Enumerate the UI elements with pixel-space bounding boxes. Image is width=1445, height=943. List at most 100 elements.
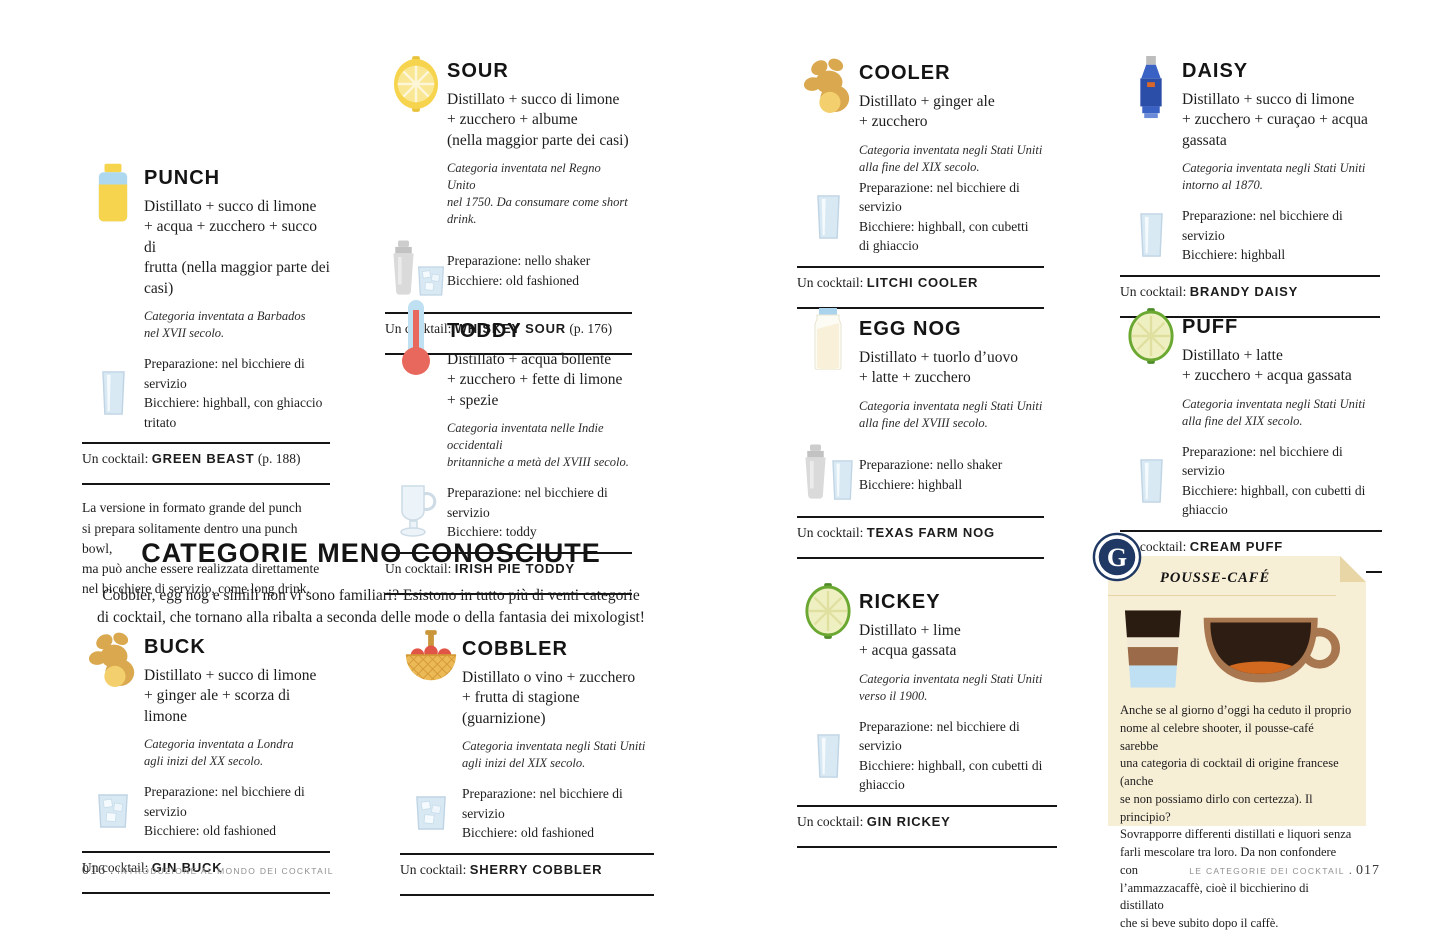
divider: [1120, 274, 1380, 277]
highball-glass-icon: [831, 460, 854, 500]
cocktail-line: Un cocktail: GIN RICKEY: [797, 807, 1057, 836]
category-note: Categoria inventata nelle Indie occident…: [447, 421, 629, 470]
cocktail-line: Un cocktail: BRANDY DAISY: [1120, 277, 1380, 306]
category-block-sour: SOUR Distillato + succo di limone + zucc…: [385, 56, 632, 355]
category-preparation: Preparazione: nel bicchiere di servizio …: [144, 784, 305, 839]
highball-glass-icon: [816, 195, 841, 239]
category-title: PUNCH: [144, 167, 221, 189]
page-number-right: 017: [1356, 863, 1380, 878]
footer-separator: .: [1348, 862, 1352, 877]
category-ingredients: Distillato + succo di limone + acqua + z…: [144, 198, 330, 297]
category-block-cooler: COOLER Distillato + ginger ale + zuccher…: [797, 56, 1044, 309]
divider: [82, 850, 330, 853]
category-ingredients: Distillato o vino + zucchero + frutta di…: [462, 669, 636, 727]
footer-label-right: LE CATEGORIE DEI COCKTAIL: [1189, 866, 1345, 876]
category-note: Categoria inventata negli Stati Uniti al…: [1182, 396, 1366, 428]
category-block-daisy: DAISY Distillato + succo di limone + zuc…: [1120, 56, 1380, 318]
rocks-glass-icon: [417, 266, 445, 296]
divider: [385, 311, 632, 314]
category-block-buck: BUCK Distillato + succo di limone + ging…: [82, 630, 330, 894]
category-ingredients: Distillato + latte + zucchero + acqua ga…: [1182, 347, 1352, 385]
divider: [797, 265, 1044, 268]
divider: [797, 306, 1044, 309]
divider: [82, 442, 330, 445]
toddy-glass-icon: [395, 485, 437, 539]
cocktail-line: Un cocktail: TEXAS FARM NOG: [797, 518, 1044, 547]
category-preparation: Preparazione: nel bicchiere di servizio …: [1182, 443, 1366, 518]
category-title: TODDY: [447, 320, 522, 342]
category-note: Categoria inventata a Barbados nel XVII …: [144, 309, 306, 341]
category-preparation: Preparazione: nello shaker Bicchiere: hi…: [859, 457, 1003, 492]
rocks-glass-icon: [415, 796, 447, 830]
cocktail-name: IRISH PIE TODDY: [454, 560, 575, 576]
category-block-puff: PUFF Distillato + latte + zucchero + acq…: [1120, 308, 1382, 573]
divider: [385, 592, 632, 595]
category-ingredients: Distillato + acqua bollente + zucchero +…: [447, 351, 623, 409]
coffee-cup-icon: [1198, 614, 1350, 690]
thermometer-icon: [399, 300, 433, 376]
category-ingredients: Distillato + succo di limone + ginger al…: [144, 667, 317, 725]
category-title: COOLER: [859, 62, 951, 84]
pousse-cafe-sidebar: POUSSE-CAFÉ Anche se al giorno d’oggi ha…: [1108, 556, 1366, 930]
category-preparation: Preparazione: nel bicchiere di servizio …: [859, 718, 1043, 793]
footer-right: LE CATEGORIE DEI COCKTAIL. 017: [1189, 861, 1380, 879]
section-title: CATEGORIE MENO CONOSCIUTE: [141, 538, 601, 568]
sidebar-illustrations: [1108, 596, 1366, 696]
category-title: PUFF: [1182, 316, 1239, 338]
cocktail-name: BRANDY DAISY: [1189, 283, 1299, 299]
category-footnote: La versione in formato grande del punch …: [82, 500, 320, 597]
category-title: DAISY: [1182, 60, 1249, 82]
punch-jar-icon: [96, 163, 130, 223]
cocktail-name: CREAM PUFF: [1189, 538, 1283, 554]
curacao-bottle-icon: [1134, 56, 1168, 120]
divider: [82, 483, 330, 486]
lime-icon: [804, 583, 852, 639]
category-note: Categoria inventata nel Regno Unito nel …: [447, 161, 628, 226]
category-ingredients: Distillato + lime + acqua gassata: [859, 622, 961, 660]
divider: [797, 515, 1044, 518]
cocktail-prefix: Un cocktail:: [82, 859, 152, 875]
cocktail-name: GREEN BEAST: [151, 451, 255, 467]
g-monogram-letter: G: [1107, 543, 1127, 572]
cocktail-suffix: (p. 176): [565, 320, 613, 336]
divider: [797, 804, 1057, 807]
milk-bottle-icon: [811, 308, 845, 370]
lemon-slice-icon: [392, 56, 440, 112]
pousse-cafe-shot-glass-icon: [1122, 608, 1184, 690]
footer-left: 016. INTRODUZIONE AL MONDO DEI COCKTAIL: [82, 861, 334, 879]
category-block-toddy: TODDY Distillato + acqua bollente + zucc…: [385, 300, 632, 595]
cocktail-line: Un cocktail: LITCHI COOLER: [797, 268, 1044, 297]
category-block-rickey: RICKEY Distillato + lime + acqua gassata…: [797, 583, 1057, 848]
divider: [797, 556, 1044, 559]
sidebar-body: Anche se al giorno d’oggi ha ceduto il p…: [1120, 703, 1352, 930]
category-ingredients: Distillato + succo di limone + zucchero …: [447, 91, 629, 149]
highball-glass-icon: [1139, 213, 1164, 257]
cocktail-prefix: Un cocktail:: [82, 451, 152, 467]
fruit-basket-icon: [404, 630, 458, 690]
category-title: EGG NOG: [859, 318, 962, 340]
category-block-punch: PUNCH Distillato + succo di limone + acq…: [82, 163, 330, 600]
shaker-highball-icon: [797, 444, 859, 506]
divider: [385, 551, 632, 554]
category-preparation: Preparazione: nel bicchiere di servizio …: [462, 786, 623, 841]
divider: [385, 352, 632, 355]
cocktail-suffix: (p. 188): [254, 451, 301, 467]
cocktail-prefix: Un cocktail:: [400, 861, 470, 877]
cocktail-name: TEXAS FARM NOG: [866, 524, 995, 540]
lime-icon: [1127, 308, 1175, 364]
divider: [400, 893, 654, 896]
category-preparation: Preparazione: nel bicchiere di servizio …: [859, 179, 1029, 254]
cocktail-prefix: Un cocktail:: [797, 524, 867, 540]
category-ingredients: Distillato + ginger ale + zucchero: [859, 93, 995, 131]
section-heading-block: CATEGORIE MENO CONOSCIUTE Cobbler, egg n…: [82, 538, 660, 628]
cocktail-prefix: Un cocktail:: [797, 274, 867, 290]
cocktail-line: Un cocktail: GREEN BEAST (p. 188): [82, 444, 330, 473]
category-ingredients: Distillato + tuorlo d’uovo + latte + zuc…: [859, 349, 1018, 387]
category-preparation: Preparazione: nel bicchiere di servizio …: [1182, 208, 1343, 263]
cocktail-prefix: Un cocktail:: [797, 813, 867, 829]
shaker-icon: [387, 240, 420, 296]
footer-label-left: INTRODUZIONE AL MONDO DEI COCKTAIL: [117, 866, 334, 876]
divider: [797, 845, 1057, 848]
footer-separator: .: [110, 862, 114, 877]
category-title: COBBLER: [462, 638, 568, 660]
